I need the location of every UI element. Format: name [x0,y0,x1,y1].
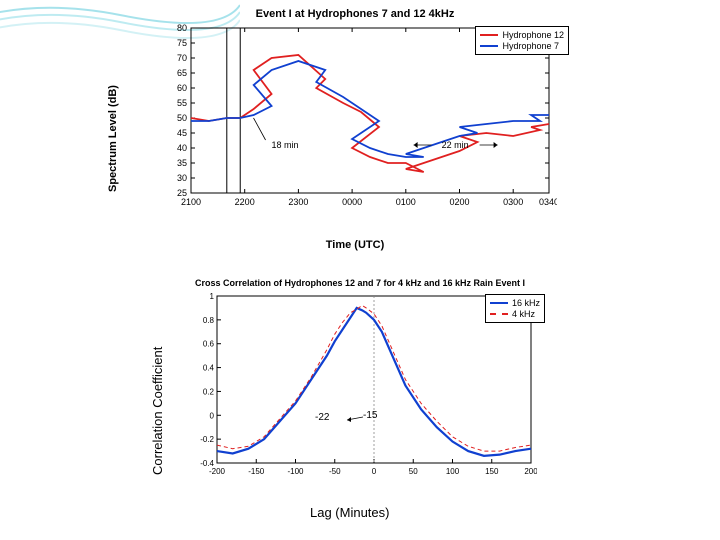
svg-text:50: 50 [409,467,418,476]
svg-text:150: 150 [485,467,499,476]
svg-text:0.4: 0.4 [203,364,215,373]
bottom-chart-title: Cross Correlation of Hydrophones 12 and … [175,278,545,288]
legend-label: Hydrophone 7 [502,41,559,51]
svg-text:-0.2: -0.2 [200,435,214,444]
svg-text:200: 200 [524,467,537,476]
svg-text:60: 60 [177,83,187,93]
bottom-xlabel: Lag (Minutes) [310,505,389,520]
svg-text:2200: 2200 [235,197,255,207]
anno-neg22: -22 [315,412,329,423]
svg-text:0: 0 [210,411,215,420]
svg-text:-200: -200 [209,467,226,476]
svg-text:0000: 0000 [342,197,362,207]
svg-text:0100: 0100 [396,197,416,207]
anno-neg15: -15 [363,410,377,421]
svg-text:0: 0 [372,467,377,476]
svg-text:-150: -150 [248,467,265,476]
svg-text:0200: 0200 [449,197,469,207]
svg-text:100: 100 [446,467,460,476]
bottom-legend: 16 kHz 4 kHz [485,294,545,323]
legend-label: Hydrophone 12 [502,30,564,40]
svg-text:30: 30 [177,173,187,183]
svg-text:-50: -50 [329,467,341,476]
svg-text:0.8: 0.8 [203,316,215,325]
svg-text:0340: 0340 [539,197,557,207]
svg-text:18 min: 18 min [272,140,299,150]
top-xlabel: Time (UTC) [145,239,565,251]
bottom-ylabel: Correlation Coefficient [150,315,165,475]
anno-arrow [345,414,365,424]
svg-text:0.2: 0.2 [203,387,215,396]
svg-text:55: 55 [177,98,187,108]
svg-text:0.6: 0.6 [203,340,215,349]
svg-text:50: 50 [177,113,187,123]
legend-label: 16 kHz [512,298,540,308]
top-legend: Hydrophone 12 Hydrophone 7 [475,26,569,55]
top-chart-title: Event I at Hydrophones 7 and 12 4kHz [145,8,565,20]
svg-text:0300: 0300 [503,197,523,207]
svg-text:2100: 2100 [181,197,201,207]
bottom-chart: Cross Correlation of Hydrophones 12 and … [175,278,545,500]
svg-text:65: 65 [177,68,187,78]
svg-text:45: 45 [177,128,187,138]
svg-text:80: 80 [177,23,187,33]
svg-text:70: 70 [177,53,187,63]
svg-text:40: 40 [177,143,187,153]
svg-text:-100: -100 [287,467,304,476]
top-chart: Event I at Hydrophones 7 and 12 4kHz Spe… [145,8,565,251]
svg-text:1: 1 [210,292,215,301]
top-ylabel: Spectrum Level (dB) [107,67,119,192]
svg-text:22 min: 22 min [442,140,469,150]
svg-text:75: 75 [177,38,187,48]
svg-text:35: 35 [177,158,187,168]
legend-label: 4 kHz [512,309,535,319]
svg-text:2300: 2300 [288,197,308,207]
